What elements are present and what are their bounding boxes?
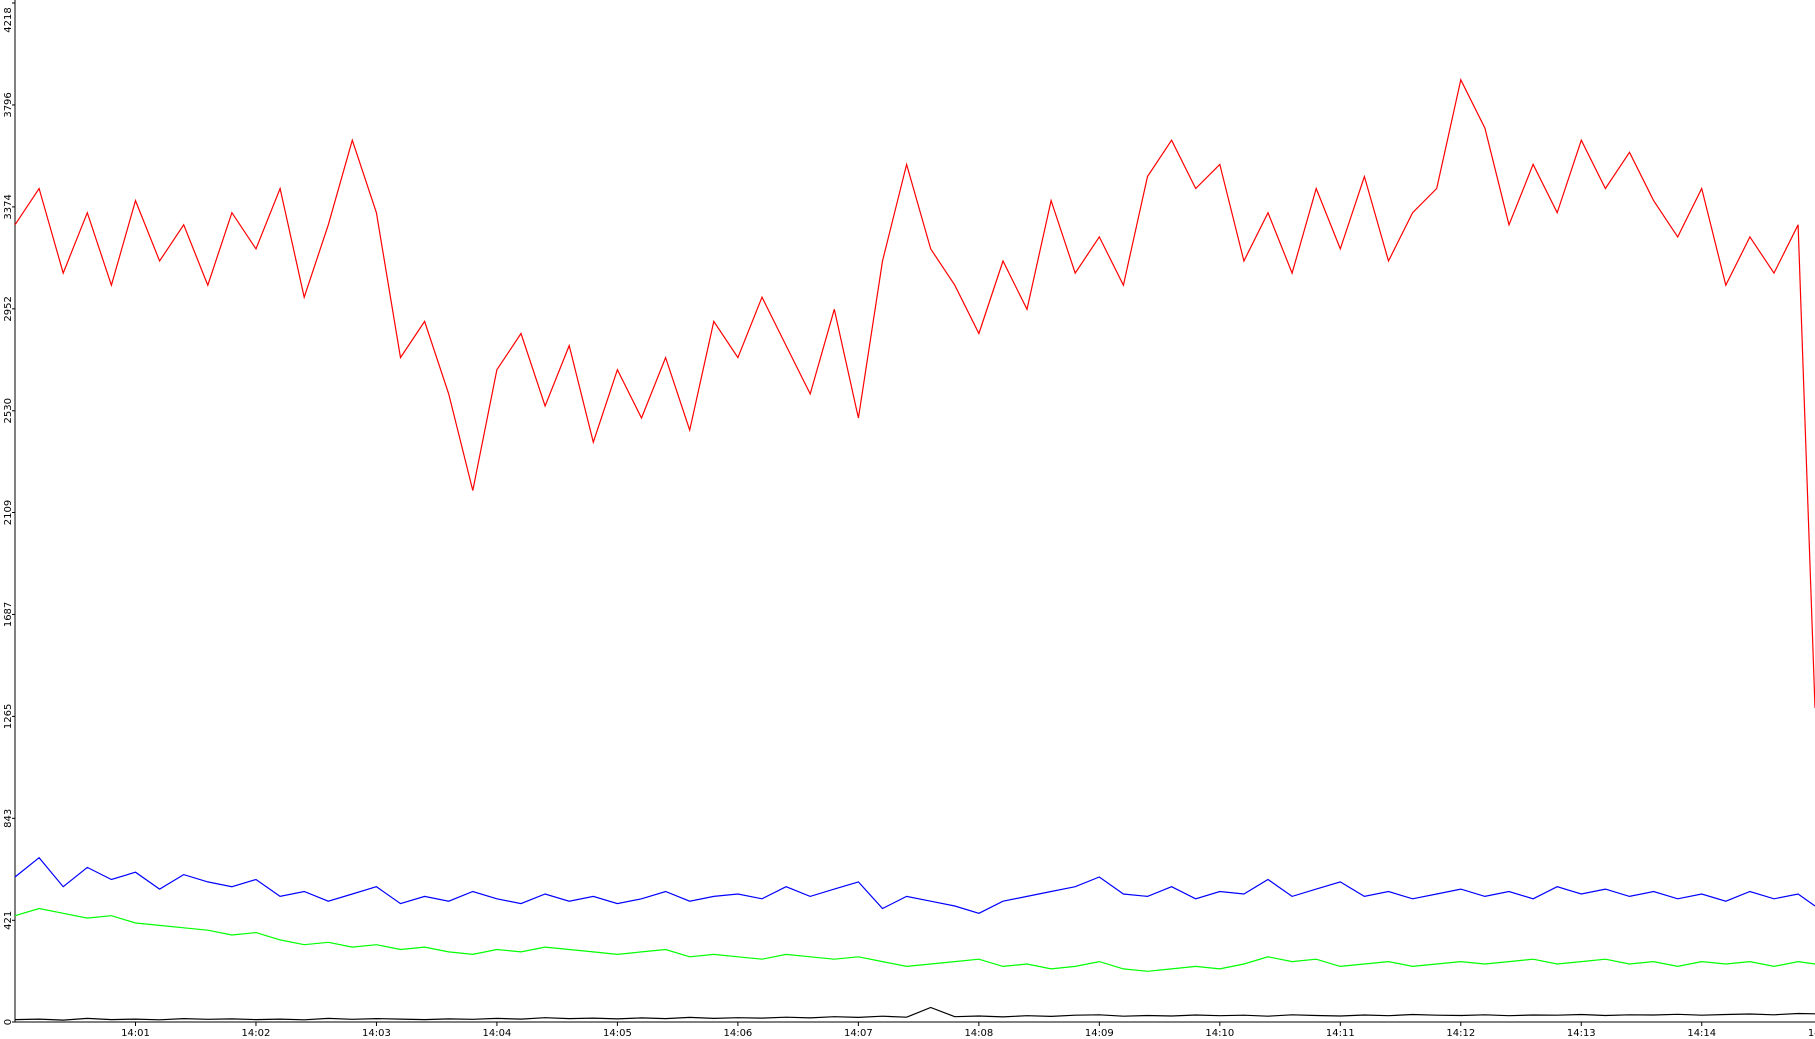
x-tick-label: 14:09 <box>1085 1028 1114 1039</box>
y-tick-label: 2109 <box>3 500 14 525</box>
y-tick-label: 1265 <box>3 704 14 729</box>
x-tick-label: 14:07 <box>844 1028 873 1039</box>
x-tick-label: 14:14 <box>1687 1028 1716 1039</box>
x-tick-label: 14:11 <box>1326 1028 1355 1039</box>
x-tick-label: 14:05 <box>603 1028 632 1039</box>
x-tick-label: 14:08 <box>964 1028 993 1039</box>
x-tick-label: 14:04 <box>483 1028 512 1039</box>
x-tick-label: 14:13 <box>1567 1028 1596 1039</box>
x-tick-label: 14:06 <box>723 1028 752 1039</box>
x-tick-label: 14:10 <box>1205 1028 1234 1039</box>
y-tick-label: 0 <box>3 1019 14 1025</box>
series-line <box>14 78 1815 708</box>
y-tick-label: 2530 <box>3 398 14 423</box>
y-tick-label: 2952 <box>3 296 14 321</box>
y-tick-label: 843 <box>3 809 14 828</box>
series-line <box>14 907 1815 972</box>
y-tick-label: 421 <box>3 911 14 930</box>
x-tick-label: 14:03 <box>362 1028 391 1039</box>
y-tick-label: 1687 <box>3 602 14 627</box>
x-tick-label: 14:02 <box>242 1028 271 1039</box>
x-tick-label: 14:15 <box>1808 1028 1815 1039</box>
y-tick-label: 3796 <box>3 92 14 117</box>
x-tick-label: 14:01 <box>121 1028 150 1039</box>
y-tick-label: 3374 <box>3 194 14 219</box>
series-line <box>14 1006 1815 1021</box>
x-tick-label: 14:12 <box>1446 1028 1475 1039</box>
y-tick-label: 4218 <box>3 7 14 32</box>
series-line <box>14 856 1815 914</box>
